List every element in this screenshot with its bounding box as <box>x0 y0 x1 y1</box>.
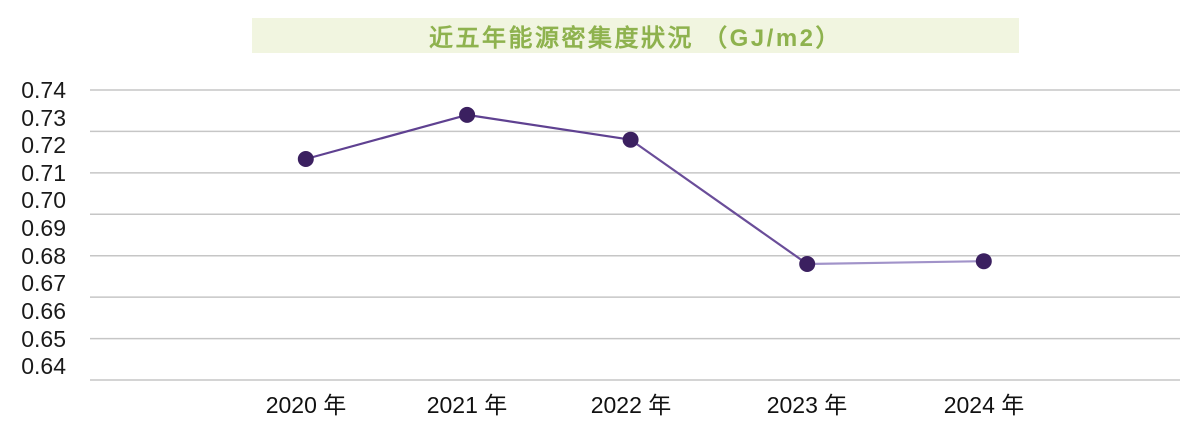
line-segment <box>629 138 808 265</box>
data-point-2020 <box>297 151 314 167</box>
data-point-2023 <box>799 256 816 272</box>
line-segment <box>466 113 631 141</box>
chart-title: 近五年能源密集度狀況 （GJ/m2） <box>428 25 843 52</box>
line-segment <box>305 113 468 161</box>
data-point-2021 <box>459 106 476 123</box>
data-point-2024 <box>975 253 992 270</box>
line-segment <box>807 260 984 266</box>
data-point-2022 <box>622 131 639 148</box>
chart-title-banner: 近五年能源密集度狀況 （GJ/m2） <box>252 18 1019 53</box>
